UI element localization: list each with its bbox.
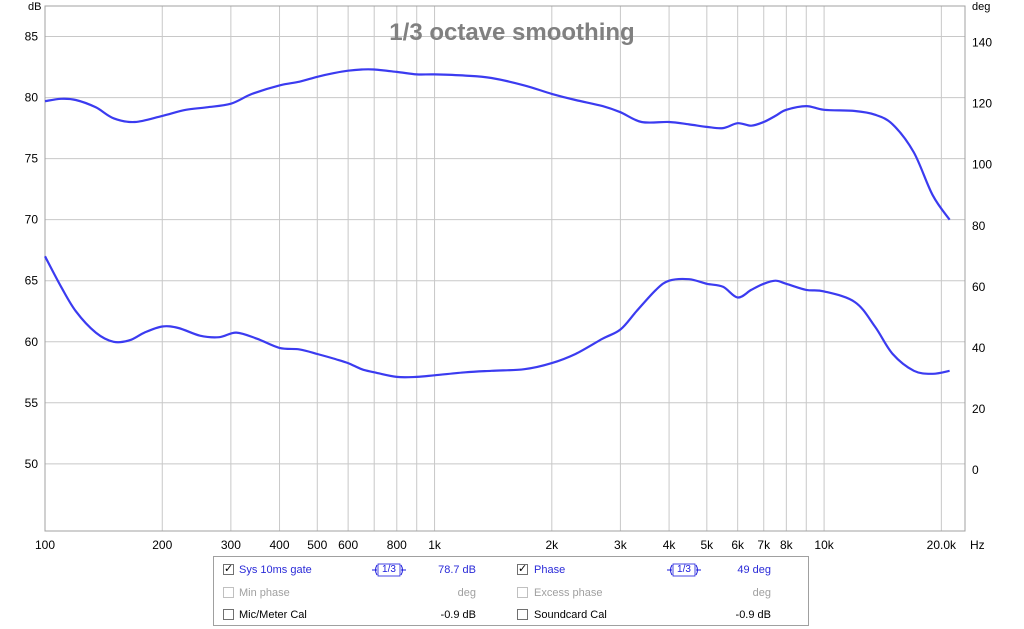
x-tick-label: 3k bbox=[614, 538, 628, 552]
chart-title: 1/3 octave smoothing bbox=[389, 19, 634, 46]
y2-tick-label: 80 bbox=[972, 219, 986, 233]
y-tick-label: 55 bbox=[25, 396, 39, 410]
y-tick-label: 50 bbox=[25, 457, 39, 471]
frequency-response-chart[interactable]: 1/3 octave smoothing dB deg Hz 100 200 300… bbox=[0, 0, 1024, 556]
sys-gate-value: 78.7 dB bbox=[438, 564, 476, 576]
sys-gate-smoothing-button[interactable]: 1/3 bbox=[372, 563, 406, 577]
y-tick-label: 70 bbox=[25, 213, 39, 227]
x-tick-label: 6k bbox=[731, 538, 745, 552]
soundcard-cal-value: -0.9 dB bbox=[735, 609, 771, 621]
y2-tick-label: 40 bbox=[972, 341, 986, 355]
series-line-phase bbox=[44, 255, 950, 379]
mic-meter-cal-value: -0.9 dB bbox=[440, 609, 476, 621]
legend-panel: Sys 10ms gate 1/3 78.7 dB Phase 1/3 49 d… bbox=[213, 556, 809, 626]
x-tick-label: 10k bbox=[814, 538, 834, 552]
series-traces bbox=[44, 68, 951, 379]
soundcard-cal-label: Soundcard Cal bbox=[534, 609, 607, 621]
y2-tick-label: 60 bbox=[972, 280, 986, 294]
phase-smoothing-button[interactable]: 1/3 bbox=[667, 563, 701, 577]
phase-value: 49 deg bbox=[737, 564, 771, 576]
phase-label: Phase bbox=[534, 564, 566, 576]
phase-smoothing-label: 1/3 bbox=[677, 564, 691, 575]
y2-tick-label: 0 bbox=[972, 463, 979, 477]
x-tick-label: 7k bbox=[757, 538, 771, 552]
y-tick-label: 60 bbox=[25, 335, 39, 349]
x-tick-label: 500 bbox=[307, 538, 327, 552]
sys-gate-checkbox[interactable] bbox=[223, 562, 234, 575]
legend-row-minphase: Min phase deg Excess phase deg bbox=[214, 583, 808, 603]
excess-phase-label: Excess phase bbox=[534, 587, 603, 599]
min-phase-value: deg bbox=[457, 587, 476, 599]
sys-gate-label: Sys 10ms gate bbox=[239, 564, 312, 576]
x-tick-label: 5k bbox=[700, 538, 714, 552]
plot-frame bbox=[44, 5, 966, 532]
legend-row-system: Sys 10ms gate 1/3 78.7 dB Phase 1/3 49 d… bbox=[214, 560, 808, 580]
mic-meter-cal-label: Mic/Meter Cal bbox=[239, 609, 307, 621]
smoothing-bracket-icon bbox=[372, 563, 406, 577]
min-phase-checkbox[interactable] bbox=[223, 587, 234, 598]
phase-checkbox[interactable] bbox=[517, 562, 528, 575]
x-tick-label: 4k bbox=[663, 538, 677, 552]
series-line-sys-10ms-gate bbox=[44, 68, 951, 221]
excess-phase-checkbox[interactable] bbox=[517, 587, 528, 598]
y-tick-label: 75 bbox=[25, 152, 39, 166]
y-tick-label: 65 bbox=[25, 274, 39, 288]
soundcard-cal-checkbox[interactable] bbox=[517, 609, 528, 620]
y2-axis-label: deg bbox=[972, 1, 990, 13]
tick-labels: 100 200 300 400 500 600 800 1k 2k 3k 4k 5k 6k 7k 8k 10k… bbox=[25, 30, 993, 552]
grid-lines bbox=[44, 6, 965, 531]
x-tick-label: 200 bbox=[152, 538, 172, 552]
x-tick-label: 300 bbox=[221, 538, 241, 552]
mic-meter-cal-checkbox[interactable] bbox=[223, 609, 234, 620]
y2-tick-label: 140 bbox=[972, 36, 992, 50]
x-tick-label: 100 bbox=[35, 538, 55, 552]
x-tick-label: 400 bbox=[270, 538, 290, 552]
x-axis-label: Hz bbox=[970, 538, 985, 552]
smoothing-bracket-icon bbox=[667, 563, 701, 577]
x-tick-label: 2k bbox=[545, 538, 559, 552]
excess-phase-value: deg bbox=[752, 587, 771, 599]
x-tick-label: 8k bbox=[780, 538, 794, 552]
x-tick-label: 800 bbox=[387, 538, 407, 552]
y-axis-label: dB bbox=[28, 1, 41, 13]
legend-row-cal: Mic/Meter Cal -0.9 dB Soundcard Cal -0.9… bbox=[214, 605, 808, 625]
y2-tick-label: 20 bbox=[972, 402, 986, 416]
y2-tick-label: 100 bbox=[972, 158, 992, 172]
x-tick-label: 20.0k bbox=[927, 538, 957, 552]
x-tick-label: 600 bbox=[338, 538, 358, 552]
sys-gate-smoothing-label: 1/3 bbox=[382, 564, 396, 575]
y-tick-label: 85 bbox=[25, 30, 39, 44]
x-tick-label: 1k bbox=[428, 538, 442, 552]
y-tick-label: 80 bbox=[25, 91, 39, 105]
min-phase-label: Min phase bbox=[239, 587, 290, 599]
y2-tick-label: 120 bbox=[972, 97, 992, 111]
